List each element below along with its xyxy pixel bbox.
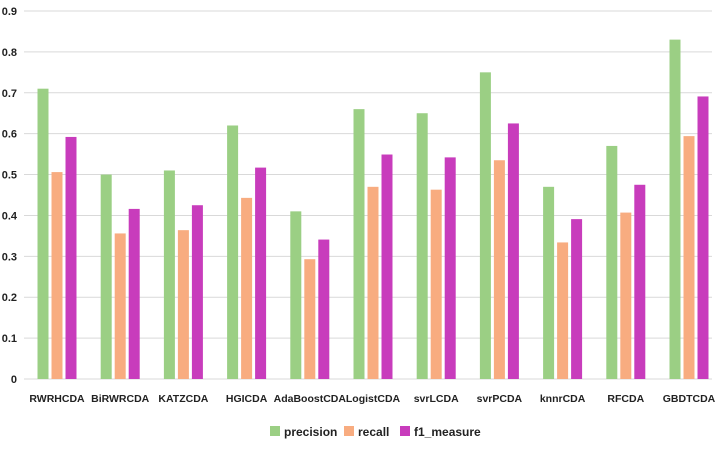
bar-f1_measure-BiRWRCDA — [128, 208, 140, 379]
x-tick-label: KATZCDA — [158, 393, 208, 405]
y-tick-label: 0.5 — [2, 170, 17, 182]
bar-f1_measure-svrLCDA — [444, 157, 456, 379]
bars — [37, 39, 709, 380]
y-tick-label: 0.7 — [2, 88, 17, 100]
x-tick-label: svrLCDA — [414, 393, 459, 405]
bar-f1_measure-GBDTCDA — [697, 96, 709, 380]
x-tick-label: knnrCDA — [540, 393, 586, 405]
bar-precision-BiRWRCDA — [100, 174, 112, 379]
y-axis: 0 0.1 0.2 0.3 0.4 0.5 0.6 0.7 0.8 0.9 — [2, 6, 18, 386]
bar-recall-svrLCDA — [430, 189, 442, 379]
legend-swatch-recall — [344, 426, 354, 436]
y-tick-label: 0.1 — [2, 333, 17, 345]
bar-recall-HGICDA — [241, 197, 253, 379]
y-tick-label: 0 — [11, 374, 17, 386]
x-tick-label: svrPCDA — [477, 393, 523, 405]
bar-precision-svrLCDA — [416, 113, 428, 379]
legend: precision recall f1_measure — [270, 425, 481, 439]
bar-precision-LogistCDA — [353, 109, 365, 379]
y-tick-label: 0.4 — [2, 210, 18, 222]
bar-recall-AdaBoostCDA — [304, 259, 316, 379]
legend-label: precision — [284, 425, 337, 439]
legend-swatch-precision — [270, 426, 280, 436]
x-tick-label: RWRHCDA — [29, 393, 85, 405]
bar-recall-knnrCDA — [557, 242, 569, 379]
y-tick-label: 0.9 — [2, 6, 17, 18]
x-tick-label: GBDTCDA — [663, 393, 716, 405]
bar-f1_measure-LogistCDA — [381, 154, 393, 379]
bar-precision-svrPCDA — [479, 72, 491, 379]
bar-precision-RWRHCDA — [37, 88, 49, 379]
bar-recall-BiRWRCDA — [114, 233, 126, 379]
bar-recall-GBDTCDA — [683, 136, 695, 379]
bar-f1_measure-AdaBoostCDA — [318, 239, 330, 379]
bar-f1_measure-RWRHCDA — [65, 136, 77, 379]
bar-precision-knnrCDA — [543, 186, 555, 379]
bar-recall-KATZCDA — [177, 230, 189, 379]
y-tick-label: 0.3 — [2, 251, 17, 263]
bar-recall-svrPCDA — [493, 160, 505, 379]
legend-swatch-f1_measure — [400, 426, 410, 436]
bar-precision-KATZCDA — [163, 170, 175, 379]
bar-precision-GBDTCDA — [669, 39, 681, 379]
bar-f1_measure-KATZCDA — [191, 205, 203, 379]
bar-f1_measure-HGICDA — [255, 167, 267, 379]
y-tick-label: 0.2 — [2, 292, 17, 304]
bar-f1_measure-svrPCDA — [507, 123, 519, 379]
x-tick-label: AdaBoostCDA — [274, 393, 347, 405]
bar-recall-RFCDA — [620, 212, 632, 379]
x-tick-label: HGICDA — [226, 393, 268, 405]
x-tick-label: RFCDA — [607, 393, 644, 405]
bar-precision-RFCDA — [606, 145, 618, 379]
legend-label: recall — [358, 425, 389, 439]
y-tick-label: 0.8 — [2, 47, 17, 59]
bar-f1_measure-RFCDA — [634, 184, 646, 379]
x-tick-label: BiRWRCDA — [91, 393, 150, 405]
x-axis: RWRHCDA BiRWRCDA KATZCDA HGICDA AdaBoostCDA L… — [29, 393, 715, 405]
bar-precision-HGICDA — [227, 125, 239, 379]
bar-recall-LogistCDA — [367, 186, 379, 379]
legend-label: f1_measure — [414, 425, 481, 439]
y-tick-label: 0.6 — [2, 129, 17, 141]
bar-f1_measure-knnrCDA — [571, 219, 583, 379]
bar-precision-AdaBoostCDA — [290, 211, 302, 379]
x-tick-label: LogistCDA — [346, 393, 401, 405]
bar-recall-RWRHCDA — [51, 172, 63, 379]
